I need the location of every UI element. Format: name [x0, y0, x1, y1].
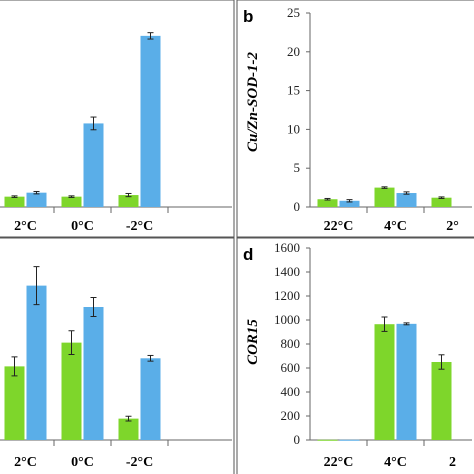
- panel-b-plot: 0 5 10 15 20 25 22°C 4°C 2°: [287, 5, 472, 234]
- y-tick-label: 1400: [274, 264, 300, 279]
- panel-d-plot: 0 200 400 600 800 1000 1200 1400 1600 22°C 4°C 2: [274, 240, 472, 470]
- y-tick-label: 1600: [274, 240, 300, 255]
- y-tick-label: 600: [281, 360, 301, 375]
- bar-green: [4, 366, 25, 440]
- bar-blue: [396, 323, 417, 440]
- bar-blue: [83, 123, 104, 207]
- y-tick-label: 800: [281, 336, 301, 351]
- panel-a-frame: [0, 0, 235, 238]
- y-tick-label: 0: [294, 199, 301, 214]
- category-label: 22°C: [324, 219, 354, 234]
- bar-blue: [140, 358, 161, 440]
- y-tick-label: 15: [287, 83, 300, 98]
- category-label: -2°C: [126, 219, 153, 234]
- y-axis-title-d: COR15: [245, 319, 261, 365]
- panel-c-frame: [0, 237, 235, 474]
- bar-green: [118, 418, 139, 440]
- bar-blue: [26, 285, 47, 440]
- bar-green: [374, 324, 395, 440]
- y-tick-label: 5: [294, 160, 301, 175]
- category-label: 0°C: [71, 455, 94, 470]
- category-label: -2°C: [126, 455, 153, 470]
- y-axis-title-b: Cu/Zn-SOD-1-2: [245, 51, 261, 152]
- bar-green: [431, 197, 452, 207]
- panel-label-b: b: [243, 7, 253, 26]
- y-tick-label: 10: [287, 121, 300, 136]
- y-tick-label: 1000: [274, 312, 300, 327]
- bar-green: [118, 195, 139, 207]
- panel-b-frame: [236, 0, 474, 238]
- bar-green: [317, 439, 338, 441]
- bar-blue: [396, 193, 417, 207]
- category-label: 4°C: [384, 219, 407, 234]
- bar-blue: [140, 35, 161, 207]
- y-tick-label: 200: [281, 408, 301, 423]
- category-label: 22°C: [324, 455, 354, 470]
- category-label: 0°C: [71, 219, 94, 234]
- bar-green: [61, 196, 82, 207]
- category-label: 2°C: [14, 455, 37, 470]
- bar-green: [431, 362, 452, 440]
- bar-blue: [26, 192, 47, 207]
- category-label: 4°C: [384, 455, 407, 470]
- bar-blue: [339, 439, 360, 441]
- panel-a-plot: °C2°C0°C-2°C: [0, 32, 232, 234]
- category-label: 2°: [446, 219, 459, 234]
- y-tick-label: 400: [281, 384, 301, 399]
- category-label: 2°C: [14, 219, 37, 234]
- panel-c-plot: °C2°C0°C-2°C: [0, 266, 232, 470]
- y-tick-label: 20: [287, 44, 300, 59]
- bar-blue: [83, 307, 104, 440]
- panel-d-frame: [236, 237, 474, 474]
- bar-green: [374, 187, 395, 207]
- bar-blue: [339, 200, 360, 207]
- y-tick-label: 0: [294, 432, 301, 447]
- bar-green: [317, 199, 338, 207]
- y-tick-label: 25: [287, 5, 300, 20]
- bar-green: [61, 342, 82, 440]
- y-tick-label: 1200: [274, 288, 300, 303]
- chart-marks: °C2°C0°C-2°C051015202522°C4°C2°°C2°C0°C-…: [0, 5, 472, 470]
- category-label: 2: [449, 455, 456, 470]
- panel-label-d: d: [243, 245, 253, 264]
- bar-green: [4, 196, 25, 207]
